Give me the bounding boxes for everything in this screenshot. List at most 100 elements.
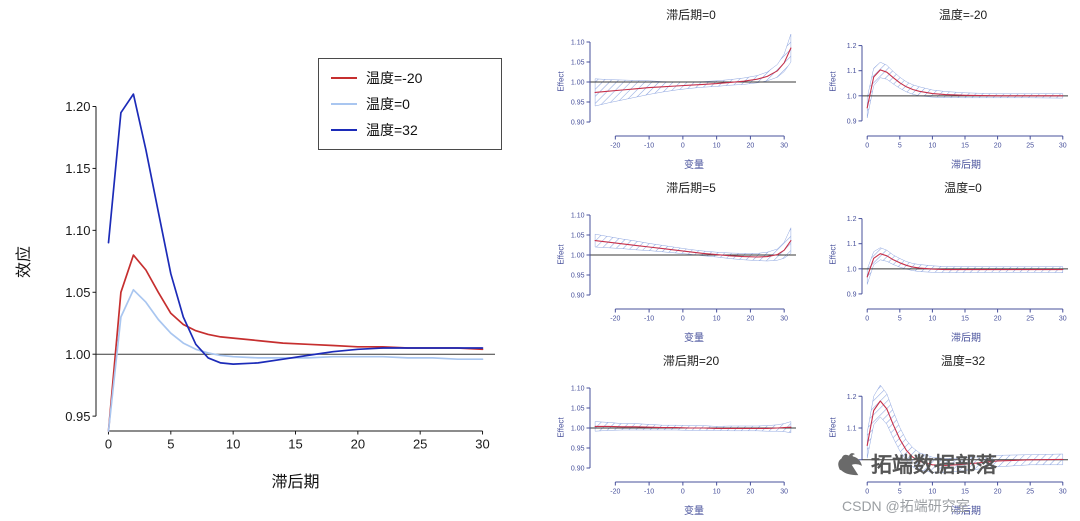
subplot-title: 温度=0: [944, 181, 982, 195]
svg-text:-10: -10: [644, 489, 654, 496]
svg-text:1.05: 1.05: [571, 60, 585, 67]
svg-text:0: 0: [865, 143, 869, 150]
svg-text:20: 20: [747, 143, 755, 150]
brand-text: 拓端数据部落: [871, 453, 997, 477]
legend-label: 温度=32: [366, 122, 418, 138]
subplot-title: 滞后期=0: [666, 8, 716, 22]
svg-text:1.00: 1.00: [571, 253, 585, 260]
subplot-title: 滞后期=5: [666, 181, 716, 195]
svg-text:1.05: 1.05: [571, 406, 585, 413]
subplot-lag0: 滞后期=0 Effect -20 -10 0 10 20 30 0.90 0.95 1.00 1.…: [556, 4, 808, 171]
legend-swatch-darkblue-line-icon: [331, 128, 357, 132]
legend-label: 温度=0: [366, 96, 410, 112]
svg-text:1.00: 1.00: [65, 347, 90, 362]
svg-text:0.95: 0.95: [571, 273, 585, 280]
svg-text:-20: -20: [610, 489, 620, 496]
main-xlabel: 滞后期: [271, 474, 320, 491]
svg-text:1.0: 1.0: [847, 266, 857, 273]
svg-text:0: 0: [681, 316, 685, 323]
main-chart-canvas: 0 5 10 15 20 25 30 0.95 1.00 1.05 1.10 1.15 1.20: [65, 93, 495, 452]
subplot-xlabel: 滞后期: [951, 333, 981, 344]
svg-text:20: 20: [747, 316, 755, 323]
small-multiples-grid: 滞后期=0 Effect -20 -10 0 10 20 30 0.90 0.95 1.00 1.…: [556, 4, 1080, 517]
brand-bird-icon: [838, 453, 862, 476]
subplot-ylabel: Effect: [556, 71, 566, 92]
svg-text:15: 15: [961, 316, 969, 323]
subplot-xlabel: 变量: [684, 333, 704, 344]
main-ylabel: 效应: [16, 245, 34, 279]
svg-text:1.2: 1.2: [847, 216, 857, 223]
svg-text:1.1: 1.1: [847, 426, 857, 433]
svg-text:15: 15: [961, 143, 969, 150]
subplot-canvas: 0 5 10 15 20 25 30 0.9 1.0 1.1 1.2: [847, 43, 1068, 150]
svg-text:20: 20: [351, 437, 365, 452]
svg-text:10: 10: [226, 437, 240, 452]
svg-text:0.95: 0.95: [65, 409, 90, 424]
svg-text:25: 25: [1026, 489, 1034, 496]
svg-text:0.90: 0.90: [571, 120, 585, 127]
svg-text:30: 30: [780, 316, 788, 323]
svg-text:1.2: 1.2: [847, 43, 857, 50]
svg-text:0: 0: [865, 316, 869, 323]
legend-item-temp-neg20: 温度=-20: [331, 68, 489, 88]
svg-text:15: 15: [961, 489, 969, 496]
subplot-title: 滞后期=20: [662, 354, 720, 368]
svg-text:0: 0: [105, 437, 112, 452]
svg-text:10: 10: [929, 316, 937, 323]
svg-text:1.00: 1.00: [571, 80, 585, 87]
subplot-xlabel: 变量: [684, 506, 704, 517]
subplot-xlabel: 滞后期: [951, 506, 981, 517]
svg-text:20: 20: [994, 489, 1002, 496]
svg-text:0.90: 0.90: [571, 466, 585, 473]
svg-text:0: 0: [681, 143, 685, 150]
svg-text:15: 15: [288, 437, 302, 452]
svg-text:1.10: 1.10: [571, 40, 585, 47]
svg-text:1.10: 1.10: [65, 223, 90, 238]
subplot-title: 温度=32: [940, 354, 986, 368]
subplot-ylabel: Effect: [556, 244, 566, 265]
subplot-temp-neg20: 温度=-20 Effect 0 5 10 15 20 25 30 0.9 1.0 1.1 1.2 滞…: [828, 4, 1080, 171]
svg-text:25: 25: [1026, 143, 1034, 150]
svg-text:10: 10: [713, 316, 721, 323]
subplot-canvas: -20 -10 0 10 20 30 0.90 0.95 1.00 1.05 1.10: [571, 386, 796, 496]
subplot-ylabel: Effect: [828, 417, 838, 438]
svg-text:1.2: 1.2: [847, 394, 857, 401]
subplot-canvas: -20 -10 0 10 20 30 0.90 0.95 1.00 1.05 1.10: [571, 213, 796, 323]
svg-text:10: 10: [929, 143, 937, 150]
svg-text:-10: -10: [644, 143, 654, 150]
svg-text:20: 20: [994, 143, 1002, 150]
svg-text:0.9: 0.9: [847, 118, 857, 125]
subplot-title: 温度=-20: [938, 8, 988, 22]
credit-watermark: CSDN @拓端研究室: [842, 498, 970, 514]
svg-text:0.95: 0.95: [571, 100, 585, 107]
svg-text:5: 5: [167, 437, 174, 452]
svg-text:1.15: 1.15: [65, 161, 90, 176]
svg-text:1.0: 1.0: [847, 93, 857, 100]
svg-text:10: 10: [713, 489, 721, 496]
svg-text:1.10: 1.10: [571, 213, 585, 220]
svg-text:0.95: 0.95: [571, 446, 585, 453]
svg-text:5: 5: [898, 489, 902, 496]
svg-text:-10: -10: [644, 316, 654, 323]
svg-text:0.9: 0.9: [847, 291, 857, 298]
svg-text:30: 30: [1059, 489, 1067, 496]
svg-text:30: 30: [780, 489, 788, 496]
svg-text:30: 30: [475, 437, 489, 452]
subplot-canvas: -20 -10 0 10 20 30 0.90 0.95 1.00 1.05 1.10: [571, 33, 796, 150]
svg-text:1.20: 1.20: [65, 99, 90, 114]
svg-text:10: 10: [713, 143, 721, 150]
svg-text:1.05: 1.05: [65, 285, 90, 300]
subplot-xlabel: 变量: [684, 160, 704, 171]
svg-text:30: 30: [780, 143, 788, 150]
subplot-xlabel: 滞后期: [951, 160, 981, 171]
svg-text:0.90: 0.90: [571, 293, 585, 300]
svg-text:20: 20: [747, 489, 755, 496]
svg-text:5: 5: [898, 316, 902, 323]
legend-box: 温度=-20 温度=0 温度=32: [318, 58, 502, 150]
svg-text:25: 25: [1026, 316, 1034, 323]
svg-text:1.1: 1.1: [847, 241, 857, 248]
svg-text:25: 25: [413, 437, 427, 452]
